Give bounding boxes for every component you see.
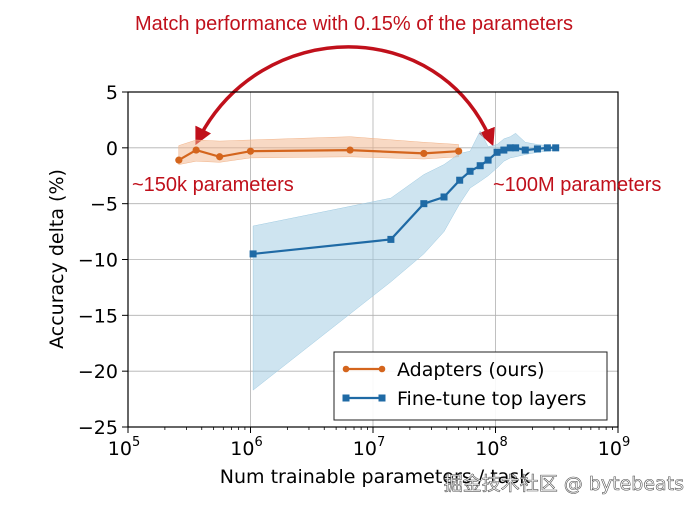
x-tick-label: 107	[353, 435, 385, 460]
series-1-point	[543, 144, 551, 152]
y-axis-label: Accuracy delta (%)	[46, 169, 68, 349]
series-1-band	[252, 130, 556, 391]
watermark-text: 掘金技术社区 @ bytebeats	[444, 473, 684, 495]
x-tick-label: 106	[230, 435, 262, 460]
series-1-point	[466, 167, 474, 175]
series-1-point	[506, 144, 514, 152]
series-1-point	[249, 250, 257, 258]
series-0-point	[346, 146, 354, 154]
series-1-point	[493, 148, 501, 156]
legend-adapters-marker-left	[342, 365, 350, 373]
series-lines	[175, 144, 560, 258]
series-0-point	[175, 156, 183, 164]
legend-finetune-marker-right	[378, 394, 386, 402]
y-tick-label: −15	[78, 305, 118, 327]
x-tick-label: 105	[108, 435, 140, 460]
series-1-point	[533, 145, 541, 153]
annotation-arrow	[195, 45, 495, 147]
series-1-point	[476, 162, 484, 170]
series-1-point	[521, 146, 529, 154]
x-axis-label: Num trainable parameters / task	[220, 466, 530, 488]
series-1-line	[252, 146, 556, 255]
series-0-point	[192, 146, 200, 154]
series-1-point	[440, 193, 448, 201]
series-1-point	[512, 144, 520, 152]
confidence-bands	[178, 130, 556, 391]
y-tick-label: −10	[78, 250, 118, 272]
series-1-point	[552, 144, 560, 152]
axis-ticks: 105 106 107 108 109 5 0 −5 −10 −15 −20 −25	[78, 82, 630, 460]
series-0-point	[420, 149, 428, 158]
series-1-point	[387, 235, 395, 243]
series-0-point	[246, 147, 255, 155]
series-1-point	[420, 200, 428, 208]
legend-adapters-label: Adapters (ours)	[397, 359, 545, 381]
y-tick-label: −25	[78, 417, 118, 439]
y-tick-label: 0	[106, 138, 118, 160]
legend-finetune-marker-left	[342, 394, 350, 402]
series-1-point	[500, 146, 508, 154]
series-1-point	[484, 156, 492, 164]
series-0-point	[216, 153, 224, 161]
y-tick-label: 5	[106, 82, 118, 104]
legend-finetune-label: Fine-tune top layers	[397, 388, 586, 410]
x-tick-label: 108	[475, 435, 507, 460]
y-tick-label: −20	[78, 361, 118, 383]
x-tick-label: 109	[598, 435, 630, 460]
legend: Adapters (ours) Fine-tune top layers	[333, 351, 608, 421]
series-0-point	[455, 147, 463, 155]
legend-box	[333, 351, 608, 421]
annotation-title: Match performance with 0.15% of the para…	[135, 13, 573, 35]
legend-adapters-marker-right	[378, 365, 386, 373]
y-tick-label: −5	[90, 194, 118, 216]
series-1-point	[456, 176, 464, 184]
annotation-150k: ~150k parameters	[132, 174, 294, 196]
annotation-100m: ~100M parameters	[493, 174, 661, 196]
